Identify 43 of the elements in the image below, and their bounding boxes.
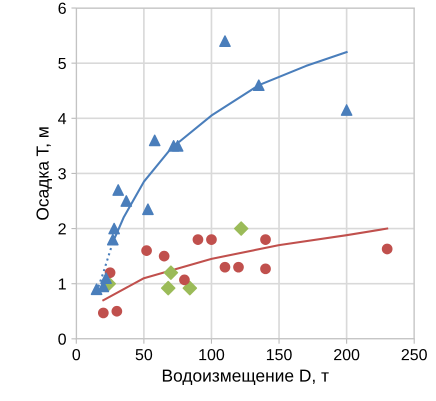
point [182, 280, 198, 296]
point [106, 234, 119, 246]
point [382, 244, 393, 254]
point [234, 221, 248, 236]
point [260, 234, 271, 245]
x-tick-label: 200 [334, 348, 360, 360]
point [98, 308, 109, 318]
point [111, 306, 122, 317]
point [120, 195, 132, 207]
x-tick-label: 0 [72, 348, 80, 360]
point [219, 35, 231, 47]
y-tick-label: 6 [58, 2, 66, 14]
point [179, 274, 190, 286]
x-axis-title: Водоизмещение D, т [162, 370, 329, 386]
y-tick-label: 3 [58, 168, 66, 180]
point [220, 262, 230, 273]
point [141, 245, 152, 256]
point [206, 234, 217, 245]
point [160, 280, 176, 296]
point [112, 184, 124, 196]
point [172, 140, 184, 152]
point [260, 263, 271, 274]
x-tick-label: 100 [199, 348, 224, 360]
point [164, 265, 178, 280]
y-tick-label: 1 [58, 278, 66, 290]
point [340, 104, 352, 116]
point [148, 134, 161, 146]
point [108, 222, 120, 234]
point [142, 203, 154, 216]
y-tick-label: 4 [58, 113, 66, 124]
point [100, 272, 112, 284]
line-series [102, 228, 388, 302]
y-tick-label: 5 [58, 58, 66, 70]
point [158, 250, 170, 262]
x-tick-label: 50 [136, 348, 152, 360]
y-axis-title: Осадка T, м [36, 127, 52, 220]
point [252, 79, 265, 92]
point [192, 234, 204, 245]
point [233, 262, 244, 273]
y-tick-label: 2 [58, 223, 66, 234]
x-tick-label: 150 [266, 348, 292, 360]
x-tick-label: 250 [402, 348, 427, 360]
y-tick-label: 0 [58, 333, 66, 345]
